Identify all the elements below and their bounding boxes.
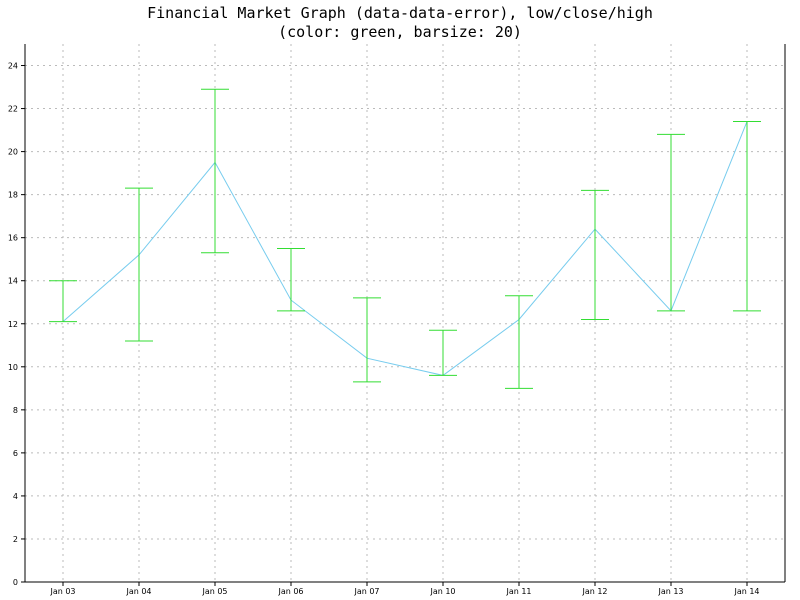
x-tick-label: Jan 07 <box>353 587 379 596</box>
series-layer <box>49 88 761 389</box>
y-tick-label: 10 <box>8 363 18 372</box>
y-tick-label: 4 <box>13 492 18 501</box>
y-tick-label: 12 <box>8 320 18 329</box>
y-tick-label: 22 <box>8 105 18 114</box>
y-tick-label: 18 <box>8 191 18 200</box>
grid-layer <box>25 44 785 582</box>
x-tick-label: Jan 04 <box>125 587 151 596</box>
axes-layer <box>21 44 786 586</box>
x-tick-label: Jan 10 <box>429 587 455 596</box>
x-tick-label: Jan 05 <box>201 587 227 596</box>
x-tick-label: Jan 13 <box>657 587 683 596</box>
y-tick-label: 8 <box>13 406 18 415</box>
y-tick-label: 16 <box>8 234 18 243</box>
y-tick-label: 24 <box>8 62 18 71</box>
chart-title-line-1: Financial Market Graph (data-data-error)… <box>147 4 653 22</box>
chart-title-line-2: (color: green, barsize: 20) <box>278 23 522 41</box>
x-tick-label: Jan 03 <box>49 587 75 596</box>
x-tick-label: Jan 06 <box>277 587 303 596</box>
y-tick-label: 6 <box>13 449 18 458</box>
y-tick-label: 0 <box>13 578 18 587</box>
y-tick-label: 2 <box>13 535 18 544</box>
y-tick-label: 14 <box>8 277 18 286</box>
x-tick-label: Jan 14 <box>733 587 759 596</box>
close-line <box>62 121 748 376</box>
x-tick-label: Jan 11 <box>505 587 531 596</box>
x-tick-label: Jan 12 <box>581 587 607 596</box>
y-tick-label: 20 <box>8 148 18 157</box>
